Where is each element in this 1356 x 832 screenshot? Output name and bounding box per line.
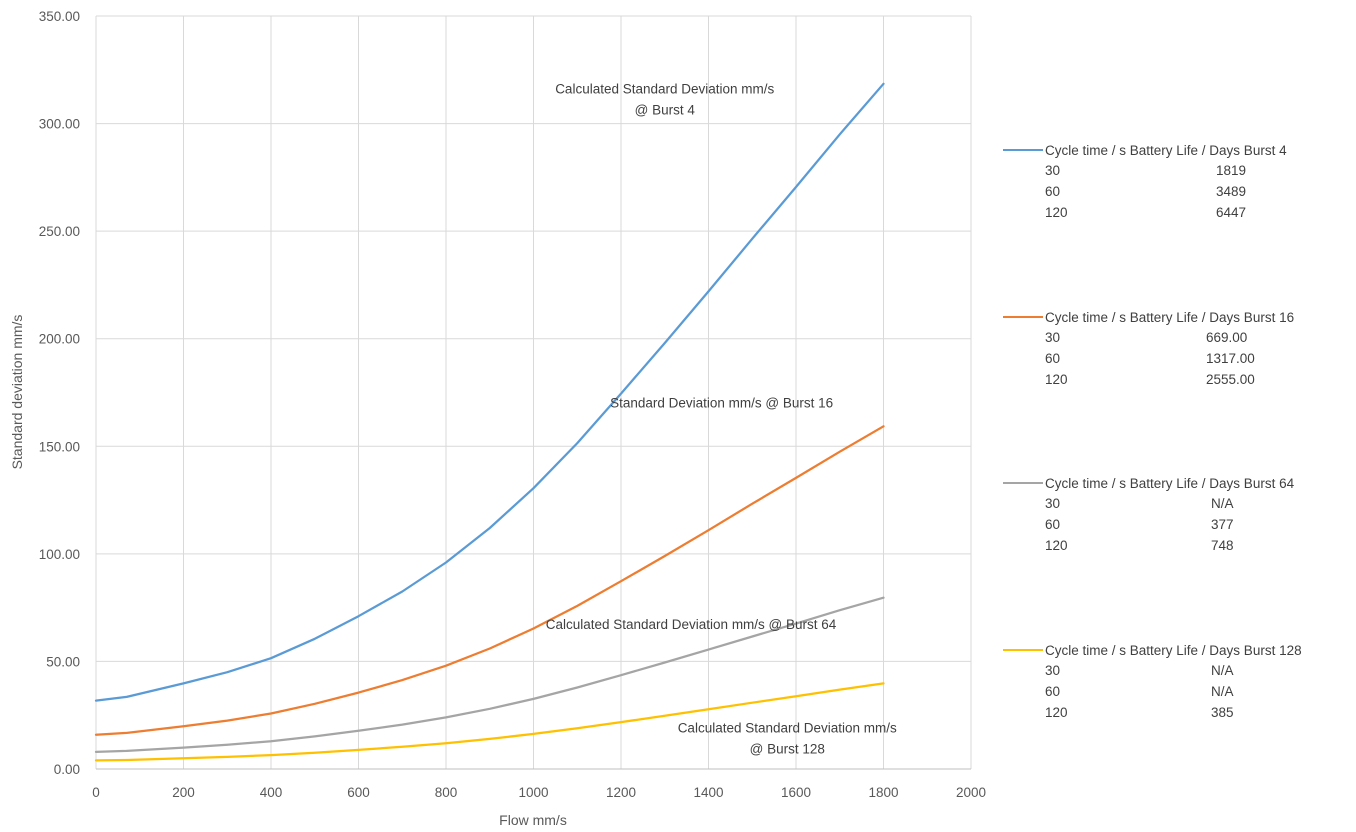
x-tick-label: 0: [92, 785, 100, 800]
legend-cycle-time: 120: [1045, 372, 1068, 387]
y-tick-label: 350.00: [39, 9, 80, 24]
legend-entry-1: Cycle time / s Battery Life / Days Burst…: [1003, 140, 1287, 223]
legend-swatch: [1003, 316, 1043, 318]
legend-battery-life: 3489: [1216, 184, 1247, 199]
x-tick-label: 200: [172, 785, 195, 800]
legend-cycle-time: 30: [1045, 496, 1061, 511]
legend-cycle-time: 60: [1045, 184, 1061, 199]
legend-battery-life: 1317.00: [1206, 351, 1255, 366]
legend-battery-life: 669.00: [1206, 330, 1248, 345]
legend-row: 60 377: [1003, 514, 1294, 535]
legend-swatch: [1003, 482, 1043, 484]
x-tick-label: 1200: [606, 785, 636, 800]
x-tick-label: 1400: [693, 785, 723, 800]
x-tick-label: 400: [260, 785, 283, 800]
annotations: Calculated Standard Deviation mm/s @ Burs…: [546, 81, 897, 756]
y-axis-label: Standard deviation mm/s: [9, 315, 25, 470]
annotation-4: Calculated Standard Deviation mm/s @ Burs…: [678, 720, 897, 756]
y-tick-label: 250.00: [39, 224, 80, 239]
axes: 0 200 400 600 800 1000 1200 1400 1600 1800 2000 0.0…: [39, 9, 986, 800]
series-line-2: [94, 425, 885, 736]
legend-entry-3: Cycle time / s Battery Life / Days Burst…: [1003, 473, 1294, 556]
legend-header: Cycle time / s Battery Life / Days Burst…: [1003, 473, 1294, 493]
legend-cycle-time: 30: [1045, 330, 1061, 345]
x-tick-label: 2000: [956, 785, 986, 800]
y-tick-label: 300.00: [39, 117, 80, 132]
legend-row: 120 2555.00: [1003, 369, 1294, 390]
legend-battery-life: 6447: [1216, 205, 1247, 220]
legend-header: Cycle time / s Battery Life / Days Burst…: [1003, 640, 1302, 660]
annotation-line: Calculated Standard Deviation mm/s @ Bur…: [546, 617, 837, 632]
legend-row: 120 6447: [1003, 202, 1287, 223]
series-line-3: [94, 596, 885, 754]
legend-battery-life: N/A: [1211, 684, 1234, 699]
y-tick-label: 100.00: [39, 547, 80, 562]
annotation-1: Calculated Standard Deviation mm/s @ Burs…: [555, 81, 774, 117]
series-line-1: [94, 82, 885, 702]
legend-battery-life: N/A: [1211, 663, 1234, 678]
legend-row: 30 669.00: [1003, 327, 1294, 348]
legend-cycle-time: 30: [1045, 663, 1061, 678]
legend-header: Cycle time / s Battery Life / Days Burst…: [1003, 140, 1287, 160]
grid-lines: [95, 15, 972, 770]
legend-header: Cycle time / s Battery Life / Days Burst…: [1003, 307, 1294, 327]
y-tick-label: 0.00: [54, 762, 80, 777]
x-tick-label: 600: [347, 785, 370, 800]
legend-battery-life: 377: [1211, 517, 1234, 532]
legend-battery-life: 385: [1211, 705, 1234, 720]
legend-battery-life: 2555.00: [1206, 372, 1255, 387]
legend-battery-life: 748: [1211, 538, 1234, 553]
legend-swatch: [1003, 149, 1043, 151]
legend-cycle-time: 120: [1045, 205, 1068, 220]
annotation-line: Calculated Standard Deviation mm/s: [555, 81, 774, 96]
annotation-3: Calculated Standard Deviation mm/s @ Bur…: [546, 617, 837, 632]
legend-header-text: Cycle time / s Battery Life / Days Burst…: [1045, 142, 1287, 158]
series-line-4: [94, 682, 885, 762]
x-tick-label: 1600: [781, 785, 811, 800]
annotation-line: Calculated Standard Deviation mm/s: [678, 720, 897, 735]
legend-cycle-time: 30: [1045, 163, 1061, 178]
y-tick-label: 150.00: [39, 439, 80, 454]
legend-row: 60 N/A: [1003, 681, 1302, 702]
legend-entry-2: Cycle time / s Battery Life / Days Burst…: [1003, 307, 1294, 390]
annotation-line: Standard Deviation mm/s @ Burst 16: [610, 396, 833, 411]
legend-swatch: [1003, 649, 1043, 651]
y-tick-label: 50.00: [46, 654, 80, 669]
annotation-line: @ Burst 4: [635, 102, 696, 117]
legend-cycle-time: 120: [1045, 705, 1068, 720]
annotation-2: Standard Deviation mm/s @ Burst 16: [610, 396, 833, 411]
x-tick-label: 800: [435, 785, 458, 800]
legend-row: 30 N/A: [1003, 660, 1302, 681]
legend-row: 120 748: [1003, 535, 1294, 556]
legend-header-text: Cycle time / s Battery Life / Days Burst…: [1045, 642, 1302, 658]
legend-row: 30 N/A: [1003, 493, 1294, 514]
legend-cycle-time: 60: [1045, 517, 1061, 532]
legend-row: 120 385: [1003, 702, 1302, 723]
legend-cycle-time: 60: [1045, 684, 1061, 699]
legend-entry-4: Cycle time / s Battery Life / Days Burst…: [1003, 640, 1302, 723]
legend-header-text: Cycle time / s Battery Life / Days Burst…: [1045, 475, 1295, 491]
legend-battery-life: 1819: [1216, 163, 1247, 178]
legend-row: 30 1819: [1003, 160, 1287, 181]
legend-cycle-time: 120: [1045, 538, 1068, 553]
x-tick-label: 1800: [868, 785, 898, 800]
series-lines: [94, 82, 885, 762]
x-axis-label: Flow mm/s: [499, 812, 567, 828]
legend-cycle-time: 60: [1045, 351, 1061, 366]
legend-header-text: Cycle time / s Battery Life / Days Burst…: [1045, 309, 1295, 325]
legend-row: 60 1317.00: [1003, 348, 1294, 369]
legend-battery-life: N/A: [1211, 496, 1234, 511]
x-tick-label: 1000: [518, 785, 548, 800]
annotation-line: @ Burst 128: [750, 741, 825, 756]
y-tick-label: 200.00: [39, 332, 80, 347]
legend-row: 60 3489: [1003, 181, 1287, 202]
